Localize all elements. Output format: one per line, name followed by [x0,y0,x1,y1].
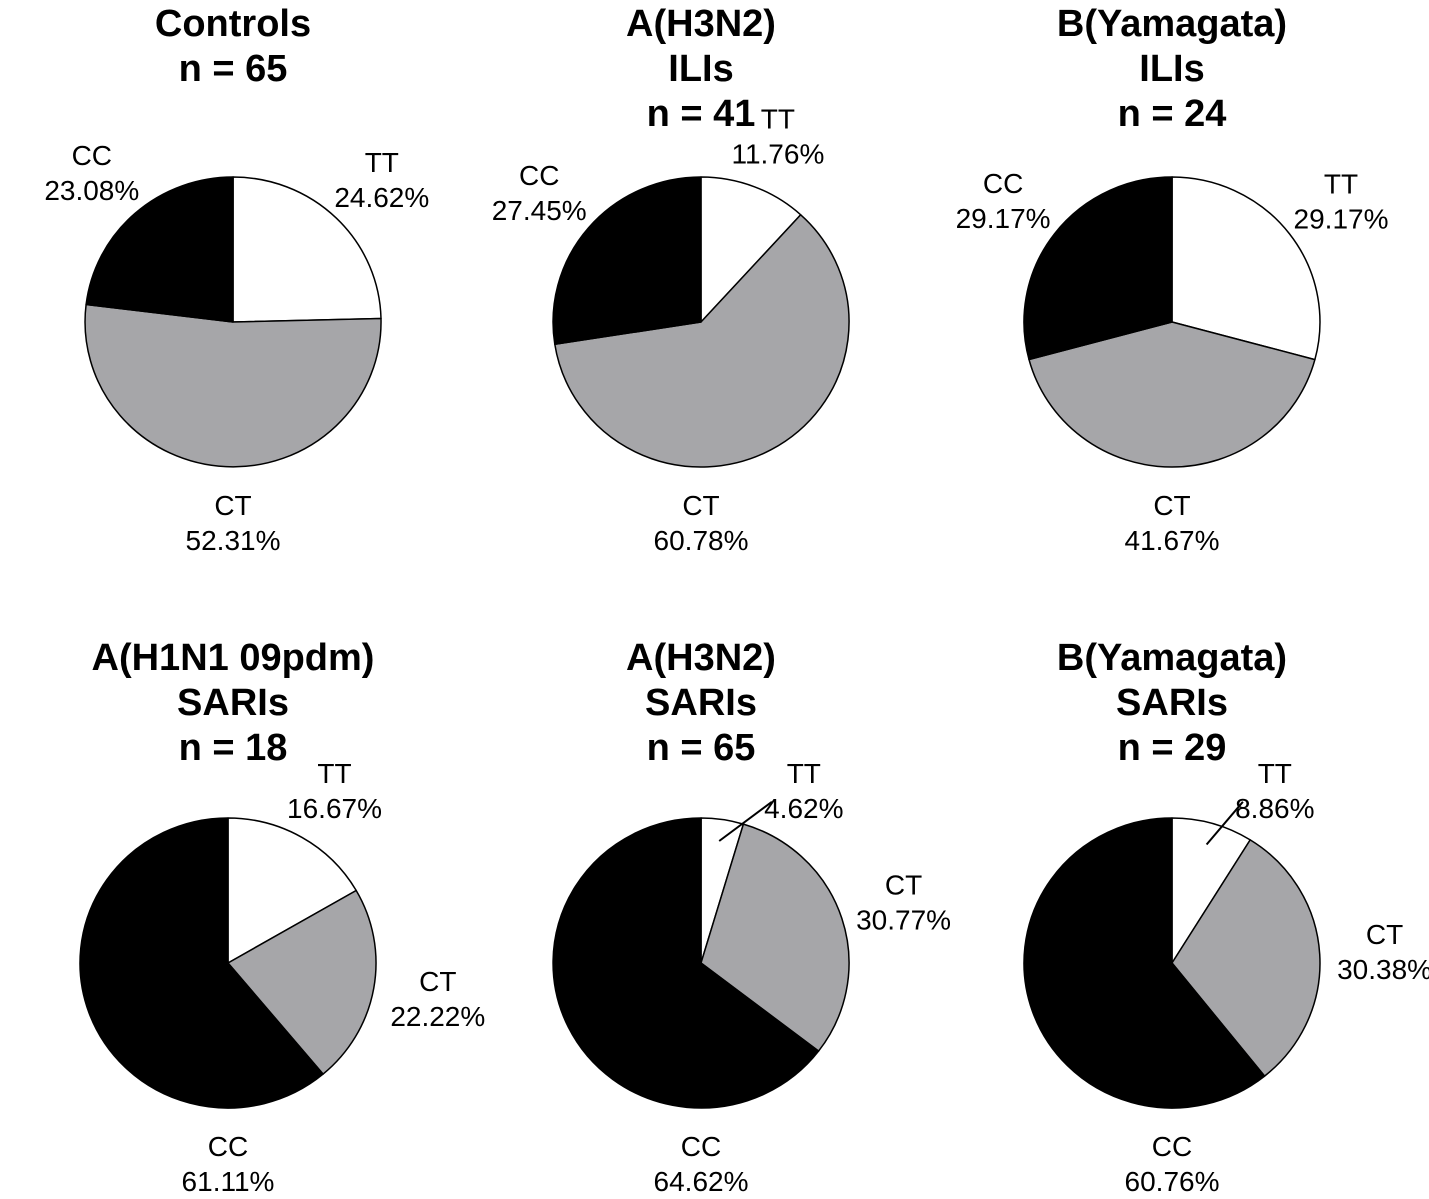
slice-label-genotype-TT: TT [1324,168,1358,199]
title-line: A(H3N2) [626,637,776,679]
slice-label-percent-CC: 23.08% [44,175,139,206]
title-line: n = 24 [1117,93,1227,135]
pie-slice-TT [1171,817,1251,964]
pie-slice-CT [84,303,382,468]
slice-label-percent-CC: 29.17% [956,203,1051,234]
slice-label-percent-CT: 30.38% [1337,954,1429,985]
pie-slice-CC [79,817,324,1109]
slice-label-percent-TT: 29.17% [1294,203,1389,234]
pie-slice-CT [1171,839,1321,1077]
title-line: n = 65 [646,727,756,769]
title-line: ILIs [1139,48,1205,90]
pie-slice-CT [554,214,850,468]
slice-label-genotype-CC: CC [72,140,112,171]
slice-label-genotype-TT: TT [1258,758,1292,789]
slice-label-genotype-CT: CT [1153,490,1190,521]
chart-title-yamagata-saris: B(Yamagata) SARIs n = 29 [942,636,1402,771]
chart-title-h3n2-ilis: A(H3N2) ILIs n = 41 [471,2,931,137]
title-line: B(Yamagata) [1056,637,1288,679]
slice-label-percent-CT: 22.22% [390,1001,485,1032]
pie-slice-CC [552,176,702,346]
slice-label-genotype-CC: CC [1152,1131,1192,1162]
title-line: n = 65 [178,48,288,90]
chart-title-h1n1-saris: A(H1N1 09pdm) SARIs n = 18 [3,636,463,771]
pie-chart-2: TT 29.17% CT 41.67% CC 29.17% [956,168,1389,556]
pie-slice-CC [1023,176,1173,361]
pie-chart-1: TT 11.76% CT 60.78% CC 27.45% [492,104,850,556]
pie-chart-4: TT 4.62% CT 30.77% CC 64.62% [552,758,951,1197]
slice-label-percent-CC: 60.76% [1125,1166,1220,1197]
title-line: B(Yamagata) [1056,3,1288,45]
slice-label-percent-CT: 41.67% [1125,525,1220,556]
pie-slice-CT [227,889,377,1075]
title-line: n = 18 [178,727,288,769]
slice-label-percent-TT: 11.76% [731,139,824,170]
title-line: A(H1N1 09pdm) [91,637,375,679]
title-line: SARIs [1116,682,1228,724]
slice-label-genotype-CC: CC [208,1131,248,1162]
title-line: Controls [154,3,312,45]
slice-label-percent-TT: 4.62% [764,793,843,824]
slice-label-percent-CC: 61.11% [182,1166,275,1197]
chart-title-yamagata-ilis: B(Yamagata) ILIs n = 24 [942,2,1402,137]
pie-slice-CC [85,176,234,323]
label-leader-line-TT [1205,801,1244,846]
pie-slice-CC [1023,817,1266,1109]
pie-chart-3: TT 16.67% CT 22.22% CC 61.11% [79,758,485,1197]
slice-label-genotype-CT: CT [419,966,456,997]
pie-chart-0: TT 24.62% CT 52.31% CC 23.08% [44,140,429,556]
title-line: n = 29 [1117,727,1227,769]
title-line: SARIs [177,682,289,724]
title-line: A(H3N2) [626,3,776,45]
slice-label-genotype-CT: CT [682,490,719,521]
title-line: ILIs [668,48,734,90]
slice-label-percent-CT: 60.78% [654,525,749,556]
slice-label-percent-CT: 30.77% [856,904,951,935]
slice-label-genotype-CT: CT [1366,919,1403,950]
slice-label-genotype-TT: TT [317,758,351,789]
pie-slice-CT [700,823,850,1052]
pie-chart-5: TT 8.86% CT 30.38% CC 60.76% [1023,758,1429,1197]
chart-title-h3n2-saris: A(H3N2) SARIs n = 65 [471,636,931,771]
title-line: n = 41 [646,93,756,135]
pie-slice-CT [1028,321,1316,468]
slice-label-percent-CC: 27.45% [492,195,587,226]
chart-title-controls: Controls n = 65 [3,2,463,92]
slice-label-genotype-CT: CT [885,869,922,900]
slice-label-genotype-TT: TT [761,104,795,135]
slice-label-genotype-CC: CC [983,168,1023,199]
slice-label-genotype-CC: CC [519,160,559,191]
pie-slice-TT [1171,176,1321,361]
slice-label-genotype-CC: CC [681,1131,721,1162]
label-leader-line-TT [718,800,773,842]
slice-label-percent-TT: 16.67% [287,793,382,824]
slice-label-genotype-CT: CT [214,490,251,521]
slice-label-percent-TT: 24.62% [334,182,429,213]
slice-label-percent-CT: 52.31% [186,525,281,556]
pie-slice-CC [552,817,820,1109]
pie-slice-TT [700,176,802,323]
slice-label-percent-CC: 64.62% [654,1166,749,1197]
slice-label-genotype-TT: TT [787,758,821,789]
pie-slice-TT [232,176,382,323]
slice-label-percent-TT: 8.86% [1235,793,1314,824]
pie-slice-TT [227,817,357,964]
slice-label-genotype-TT: TT [365,147,399,178]
title-line: SARIs [645,682,757,724]
